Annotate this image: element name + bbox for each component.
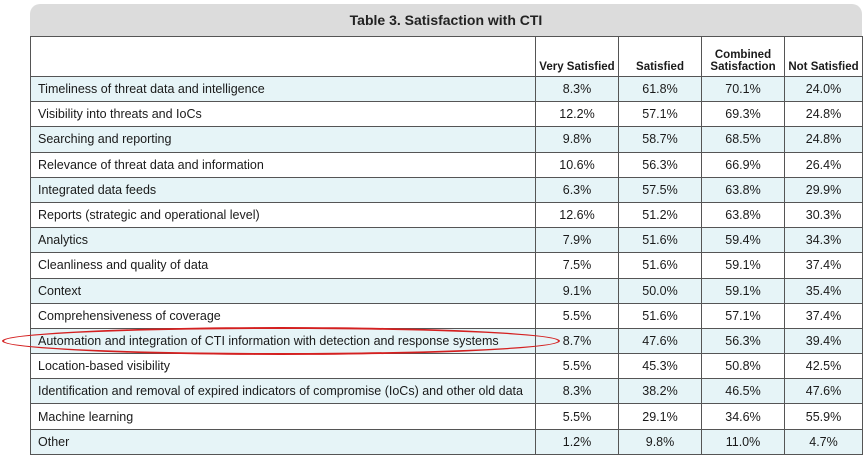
table-row: Automation and integration of CTI inform…: [30, 327, 863, 355]
satisfied-cell: 51.6%: [618, 302, 702, 329]
very-satisfied-cell: 6.3%: [535, 176, 619, 203]
row-label: Identification and removal of expired in…: [30, 378, 536, 405]
row-label: Visibility into threats and IoCs: [30, 101, 536, 128]
table-row: Visibility into threats and IoCs 12.2% 57.…: [30, 101, 863, 128]
combined-satisfaction-cell: 68.5%: [701, 126, 785, 153]
not-satisfied-cell: 24.0%: [784, 75, 863, 103]
combined-satisfaction-cell: 59.1%: [701, 252, 785, 279]
satisfied-cell: 50.0%: [618, 277, 702, 304]
not-satisfied-cell: 37.4%: [784, 252, 863, 279]
row-label: Location-based visibility: [30, 353, 536, 380]
row-label: Context: [30, 277, 536, 304]
table-row: Machine learning 5.5% 29.1% 34.6% 55.9%: [30, 403, 863, 430]
very-satisfied-cell: 8.3%: [535, 75, 619, 103]
combined-satisfaction-cell: 11.0%: [701, 428, 785, 455]
not-satisfied-cell: 55.9%: [784, 403, 863, 430]
satisfied-cell: 57.1%: [618, 101, 702, 128]
not-satisfied-cell: 35.4%: [784, 277, 863, 304]
combined-satisfaction-cell: 57.1%: [701, 302, 785, 329]
very-satisfied-cell: 5.5%: [535, 353, 619, 380]
satisfied-cell: 38.2%: [618, 378, 702, 405]
row-label: Comprehensiveness of coverage: [30, 302, 536, 329]
table-row: Reports (strategic and operational level…: [30, 201, 863, 229]
satisfied-cell: 45.3%: [618, 353, 702, 380]
satisfied-cell: 47.6%: [618, 327, 702, 355]
table-row: Timeliness of threat data and intelligen…: [30, 75, 863, 103]
satisfaction-table-container: Table 3. Satisfaction with CTI Very Sati…: [30, 4, 863, 455]
table-row: Other 1.2% 9.8% 11.0% 4.7%: [30, 428, 863, 455]
satisfied-cell: 29.1%: [618, 403, 702, 430]
column-header-very-satisfied: Very Satisfied: [535, 36, 619, 77]
column-header-not-satisfied: Not Satisfied: [784, 36, 863, 77]
combined-satisfaction-cell: 34.6%: [701, 403, 785, 430]
combined-satisfaction-cell: 69.3%: [701, 101, 785, 128]
very-satisfied-cell: 8.7%: [535, 327, 619, 355]
row-label: Integrated data feeds: [30, 176, 536, 203]
not-satisfied-cell: 26.4%: [784, 151, 863, 178]
table-row: Comprehensiveness of coverage 5.5% 51.6% 57…: [30, 302, 863, 329]
column-header-combined-satisfaction: Combined Satisfaction: [701, 36, 785, 77]
very-satisfied-cell: 7.5%: [535, 252, 619, 279]
table-title: Table 3. Satisfaction with CTI: [30, 4, 862, 36]
not-satisfied-cell: 30.3%: [784, 201, 863, 229]
satisfied-cell: 56.3%: [618, 151, 702, 178]
very-satisfied-cell: 7.9%: [535, 227, 619, 254]
satisfaction-table: Very Satisfied Satisfied Combined Satisf…: [30, 36, 863, 455]
not-satisfied-cell: 24.8%: [784, 101, 863, 128]
combined-satisfaction-cell: 59.1%: [701, 277, 785, 304]
row-label: Timeliness of threat data and intelligen…: [30, 75, 536, 103]
table-row: Cleanliness and quality of data 7.5% 51.6%…: [30, 252, 863, 279]
not-satisfied-cell: 37.4%: [784, 302, 863, 329]
not-satisfied-cell: 47.6%: [784, 378, 863, 405]
combined-satisfaction-cell: 56.3%: [701, 327, 785, 355]
row-label: Cleanliness and quality of data: [30, 252, 536, 279]
satisfied-cell: 51.6%: [618, 227, 702, 254]
not-satisfied-cell: 29.9%: [784, 176, 863, 203]
combined-satisfaction-cell: 66.9%: [701, 151, 785, 178]
combined-satisfaction-cell: 59.4%: [701, 227, 785, 254]
not-satisfied-cell: 42.5%: [784, 353, 863, 380]
row-label: Machine learning: [30, 403, 536, 430]
table-row: Identification and removal of expired in…: [30, 378, 863, 405]
not-satisfied-cell: 24.8%: [784, 126, 863, 153]
combined-satisfaction-cell: 63.8%: [701, 176, 785, 203]
very-satisfied-cell: 8.3%: [535, 378, 619, 405]
satisfied-cell: 51.2%: [618, 201, 702, 229]
satisfied-cell: 61.8%: [618, 75, 702, 103]
row-label: Other: [30, 428, 536, 455]
table-row: Analytics 7.9% 51.6% 59.4% 34.3%: [30, 227, 863, 254]
row-label: Relevance of threat data and information: [30, 151, 536, 178]
row-label: Automation and integration of CTI inform…: [30, 327, 536, 355]
very-satisfied-cell: 5.5%: [535, 302, 619, 329]
table-row: Relevance of threat data and information…: [30, 151, 863, 178]
satisfied-cell: 57.5%: [618, 176, 702, 203]
combined-satisfaction-cell: 63.8%: [701, 201, 785, 229]
row-label: Reports (strategic and operational level…: [30, 201, 536, 229]
table-row: Integrated data feeds 6.3% 57.5% 63.8% 29.9%: [30, 176, 863, 203]
combined-satisfaction-cell: 50.8%: [701, 353, 785, 380]
header-row: Very Satisfied Satisfied Combined Satisf…: [30, 36, 863, 77]
column-header-item: [30, 36, 536, 77]
very-satisfied-cell: 12.6%: [535, 201, 619, 229]
table-row: Searching and reporting 9.8% 58.7% 68.5% 24.…: [30, 126, 863, 153]
very-satisfied-cell: 9.1%: [535, 277, 619, 304]
column-header-satisfied: Satisfied: [618, 36, 702, 77]
table-row: Context 9.1% 50.0% 59.1% 35.4%: [30, 277, 863, 304]
combined-satisfaction-cell: 70.1%: [701, 75, 785, 103]
not-satisfied-cell: 39.4%: [784, 327, 863, 355]
very-satisfied-cell: 10.6%: [535, 151, 619, 178]
combined-satisfaction-cell: 46.5%: [701, 378, 785, 405]
very-satisfied-cell: 1.2%: [535, 428, 619, 455]
row-label: Analytics: [30, 227, 536, 254]
satisfied-cell: 58.7%: [618, 126, 702, 153]
not-satisfied-cell: 34.3%: [784, 227, 863, 254]
table-row: Location-based visibility 5.5% 45.3% 50.8% 4…: [30, 353, 863, 380]
satisfied-cell: 51.6%: [618, 252, 702, 279]
not-satisfied-cell: 4.7%: [784, 428, 863, 455]
satisfied-cell: 9.8%: [618, 428, 702, 455]
row-label: Searching and reporting: [30, 126, 536, 153]
very-satisfied-cell: 9.8%: [535, 126, 619, 153]
very-satisfied-cell: 12.2%: [535, 101, 619, 128]
very-satisfied-cell: 5.5%: [535, 403, 619, 430]
